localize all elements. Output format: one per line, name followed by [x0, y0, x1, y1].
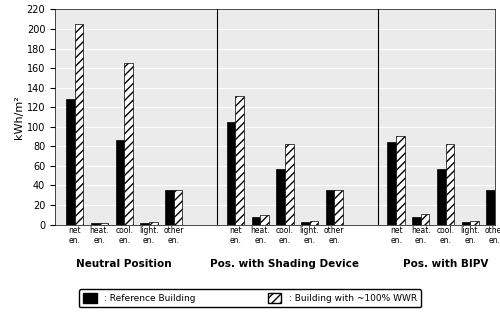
Bar	[174, 190, 182, 225]
Bar	[149, 222, 158, 225]
Bar	[140, 223, 149, 225]
Bar	[462, 222, 470, 225]
Bar	[437, 169, 446, 225]
Bar	[91, 223, 100, 225]
Text: Neutral Position: Neutral Position	[76, 259, 172, 269]
Bar	[227, 122, 235, 225]
Bar	[116, 139, 124, 225]
Bar	[276, 169, 285, 225]
Bar	[252, 217, 260, 225]
Y-axis label: kWh/m²: kWh/m²	[14, 95, 24, 139]
Bar	[66, 100, 75, 225]
Bar	[100, 223, 108, 225]
Bar	[75, 24, 84, 225]
Bar	[421, 214, 430, 225]
Bar	[310, 221, 318, 225]
Bar	[165, 190, 173, 225]
Bar	[470, 221, 479, 225]
Bar	[334, 190, 343, 225]
Bar	[301, 222, 310, 225]
Bar	[236, 96, 244, 225]
Bar	[412, 217, 421, 225]
Legend: : Reference Building, : Building with ~100% WWR: : Reference Building, : Building with ~1…	[79, 289, 421, 308]
Bar	[446, 144, 454, 225]
Bar	[495, 190, 500, 225]
Bar	[486, 190, 495, 225]
Text: Pos. with BIPV: Pos. with BIPV	[403, 259, 488, 269]
Bar	[260, 215, 269, 225]
Bar	[326, 190, 334, 225]
Bar	[388, 143, 396, 225]
Text: Pos. with Shading Device: Pos. with Shading Device	[210, 259, 360, 269]
Bar	[285, 144, 294, 225]
Bar	[396, 136, 405, 225]
Bar	[124, 63, 133, 225]
